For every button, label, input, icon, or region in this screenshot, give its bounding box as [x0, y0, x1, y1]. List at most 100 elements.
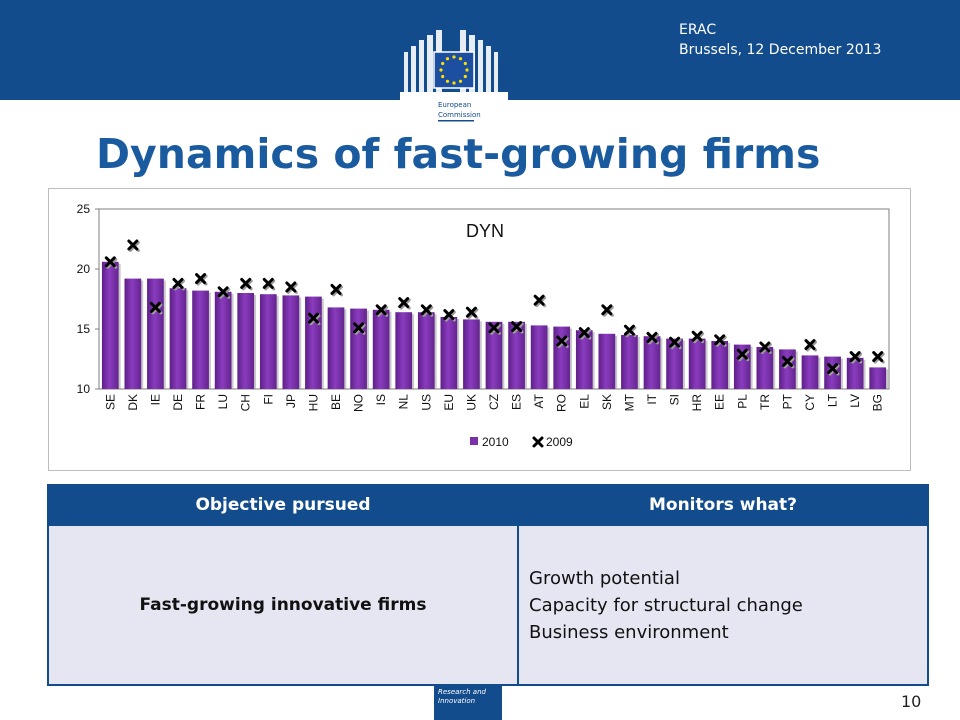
x-tick-label: LV — [848, 394, 862, 408]
monitor-item: Capacity for structural change — [529, 594, 803, 616]
x-tick-label: DK — [126, 394, 140, 411]
bar-es — [508, 321, 525, 389]
bar-el — [575, 330, 593, 389]
y-tick-label: 25 — [77, 202, 91, 216]
x-tick-label: CH — [239, 394, 253, 411]
x-tick-label: IS — [374, 394, 388, 405]
x-tick-label: IT — [645, 393, 659, 404]
chart-legend: 2010 2009 — [470, 435, 573, 449]
bar-eu — [440, 317, 458, 389]
bar-pl — [733, 344, 751, 389]
bar-sk — [598, 333, 616, 389]
event-date-location: Brussels, 12 December 2013 — [679, 42, 882, 58]
x-tick-label: NL — [397, 394, 411, 410]
bar-dk — [124, 278, 142, 389]
objective-cell: Fast-growing innovative firms — [47, 524, 519, 686]
marker-uk — [465, 306, 477, 318]
x-tick-label: MT — [622, 393, 636, 411]
marker-mt — [623, 324, 635, 336]
x-tick-label: NO — [352, 394, 366, 412]
x-tick-label: PL — [735, 394, 749, 409]
badge-line1: Research and — [438, 688, 486, 696]
legend-marker-2009 — [532, 436, 544, 448]
page-number: 10 — [901, 692, 922, 711]
marker-dk — [127, 239, 139, 251]
marker-be — [330, 283, 342, 295]
x-tick-label: TR — [758, 394, 772, 410]
bar-it — [643, 336, 661, 389]
marker-fr — [195, 273, 207, 285]
legend-swatch-2010 — [470, 437, 478, 445]
marker-nl — [398, 297, 410, 309]
x-tick-label: SI — [668, 394, 682, 405]
bar-lv — [846, 357, 864, 389]
objectives-table: Objective pursued Monitors what? Fast-gr… — [47, 484, 929, 686]
chart-frame: 10 15 20 25 SE DK IE DE FR LU CH FI JP HU BE NO IS NL US E… — [48, 188, 911, 471]
x-tick-label: AT — [532, 393, 546, 408]
marker-ro — [556, 335, 568, 347]
y-tick-label: 20 — [77, 262, 91, 276]
legend-label-2009: 2009 — [546, 435, 573, 449]
marker-at — [533, 294, 545, 306]
marker-eu — [443, 309, 455, 321]
monitors-cell: Growth potential Capacity for structural… — [517, 524, 929, 686]
marker-jp — [285, 281, 297, 293]
x-tick-label: EE — [713, 394, 727, 410]
x-axis: SE DK IE DE FR LU CH FI JP HU BE NO IS NL US EU UK CZ ES AT… — [103, 393, 884, 412]
x-tick-label: EL — [577, 394, 591, 409]
x-tick-label: DE — [171, 394, 185, 411]
marker-hu — [307, 312, 319, 324]
marker-lu — [217, 286, 229, 298]
x-tick-label: ES — [510, 394, 524, 410]
x-tick-label: US — [419, 394, 433, 411]
x-tick-label: HU — [306, 394, 320, 411]
y-tick-label: 10 — [77, 382, 91, 396]
marker-ch — [240, 277, 252, 289]
marker-si — [669, 336, 681, 348]
x-tick-label: PT — [780, 393, 794, 409]
marker-ie — [149, 301, 161, 313]
bar-si — [666, 338, 683, 389]
x-tick-label: BG — [871, 394, 885, 411]
x-tick-label: UK — [464, 394, 478, 411]
x-tick-label: IE — [148, 394, 162, 405]
marker-lt — [827, 363, 839, 375]
x-tick-label: SE — [103, 394, 117, 410]
bar-be — [327, 307, 345, 389]
page-title: Dynamics of fast-growing firms — [96, 130, 821, 178]
bar-chart: 10 15 20 25 SE DK IE DE FR LU CH FI JP HU BE NO IS NL US E… — [77, 202, 890, 449]
marker-hr — [691, 330, 703, 342]
marker-lv — [849, 351, 861, 363]
marker-de — [172, 277, 184, 289]
x-tick-label: LT — [826, 393, 840, 407]
bar-nl — [395, 312, 413, 389]
marker-cy — [804, 339, 816, 351]
bar-mt — [621, 335, 638, 389]
bar-ch — [237, 293, 255, 389]
x-tick-label: JP — [284, 394, 298, 408]
y-axis: 10 15 20 25 — [77, 202, 99, 396]
bar-is — [372, 309, 390, 389]
marker-tr — [759, 341, 771, 353]
bar-lu — [214, 291, 232, 389]
bar-cy — [801, 355, 819, 389]
bar-uk — [463, 319, 480, 389]
header-event-info: ERAC Brussels, 12 December 2013 — [679, 20, 881, 60]
x-tick-label: FI — [261, 394, 275, 405]
european-commission-logo: European Commission — [400, 22, 508, 130]
bar-jp — [282, 295, 300, 389]
bar-tr — [756, 347, 774, 389]
x-tick-label: CY — [803, 394, 817, 411]
table-header-row: Objective pursued Monitors what? — [47, 484, 929, 526]
x-tick-label: EU — [442, 394, 456, 411]
header-objective: Objective pursued — [47, 484, 519, 526]
bar-ie — [147, 278, 164, 389]
marker-fi — [262, 277, 274, 289]
marker-pt — [781, 355, 793, 367]
x-tick-label: FR — [194, 394, 208, 410]
bar-bg — [869, 367, 887, 389]
bar-at — [530, 325, 548, 389]
bar-no — [350, 308, 367, 389]
marker-us — [420, 304, 432, 316]
monitor-item: Business environment — [529, 621, 729, 643]
